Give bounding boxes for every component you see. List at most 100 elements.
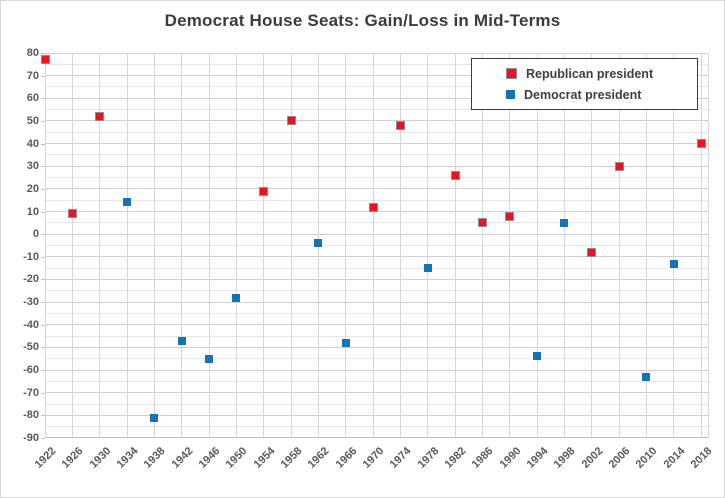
data-point-1982 — [450, 170, 460, 180]
gridline-v — [127, 53, 128, 438]
y-tick-label: -80 — [23, 409, 39, 422]
data-point-1998 — [560, 218, 569, 227]
y-tick-mark — [41, 415, 45, 417]
gridline-h-minor — [45, 381, 709, 382]
gridline-v — [673, 53, 674, 438]
gridline-h-major — [45, 75, 709, 76]
legend-item-democrat: Democrat president — [506, 88, 697, 102]
gridline-h-minor — [45, 109, 709, 110]
gridline-h-major — [45, 347, 709, 348]
gridline-h-minor — [45, 86, 709, 87]
y-tick-mark — [41, 347, 45, 349]
x-tick-label: 1966 — [333, 445, 360, 471]
gridline-h-minor — [45, 177, 709, 178]
y-tick-mark — [41, 302, 45, 304]
x-tick-label: 1954 — [251, 445, 278, 471]
y-tick-label: 0 — [32, 228, 39, 241]
gridline-h-minor — [45, 132, 709, 133]
gridline-v — [72, 53, 73, 438]
y-tick-label: -40 — [23, 318, 39, 331]
gridline-h-major — [45, 166, 709, 167]
gridline-v — [181, 53, 182, 438]
gridline-h-major — [45, 234, 709, 235]
gridline-v — [455, 53, 456, 438]
data-point-2018 — [696, 139, 706, 149]
x-tick-label: 1990 — [497, 445, 524, 471]
y-tick-mark — [41, 166, 45, 168]
gridline-h-minor — [45, 222, 709, 223]
x-tick-label: 1938 — [142, 445, 168, 471]
gridline-v — [263, 53, 264, 438]
data-point-1990 — [505, 211, 515, 221]
x-tick-label: 2014 — [661, 445, 688, 471]
y-tick-label: 60 — [26, 92, 39, 105]
gridline-v — [236, 53, 237, 438]
gridline-v — [209, 53, 210, 438]
data-point-1958 — [286, 116, 296, 126]
data-point-2010 — [642, 372, 651, 381]
data-point-1938 — [150, 413, 159, 422]
y-tick-mark — [41, 324, 45, 326]
gridline-v — [482, 53, 483, 438]
data-point-1962 — [314, 239, 323, 248]
gridline-h-major — [45, 370, 709, 371]
x-tick-label: 1942 — [169, 445, 196, 471]
gridline-h-minor — [45, 404, 709, 405]
data-point-1974 — [395, 120, 405, 130]
x-tick-label: 1982 — [442, 445, 469, 471]
y-tick-mark — [41, 234, 45, 236]
y-tick-label: 20 — [26, 182, 39, 195]
gridline-v — [45, 53, 46, 438]
y-tick-label: 70 — [26, 69, 39, 82]
y-tick-mark — [41, 370, 45, 372]
data-point-2006 — [614, 161, 624, 171]
x-tick-label: 1926 — [60, 445, 86, 471]
x-tick-label: 2006 — [606, 445, 633, 471]
x-tick-label: 1978 — [415, 445, 442, 471]
y-tick-mark — [41, 211, 45, 213]
gridline-v — [345, 53, 346, 438]
y-tick-mark — [41, 279, 45, 281]
y-tick-mark — [41, 188, 45, 190]
gridline-h-minor — [45, 313, 709, 314]
gridline-h-major — [45, 415, 709, 416]
gridline-h-major — [45, 279, 709, 280]
x-tick-label: 1998 — [552, 445, 578, 471]
gridline-v — [509, 53, 510, 438]
gridline-v — [373, 53, 374, 438]
y-tick-mark — [41, 438, 45, 439]
x-tick-label: 2018 — [688, 445, 715, 471]
legend-label-republican: Republican president — [526, 66, 654, 81]
data-point-1934 — [123, 198, 131, 207]
x-tick-label: 1970 — [360, 445, 387, 471]
gridline-v — [646, 53, 647, 438]
republican-marker-icon — [506, 68, 517, 79]
y-tick-label: -10 — [23, 250, 39, 263]
data-point-1926 — [67, 209, 77, 219]
gridline-h-major — [45, 98, 709, 99]
data-point-2002 — [587, 247, 597, 257]
y-tick-label: -50 — [23, 341, 39, 354]
gridline-h-major — [45, 143, 709, 144]
gridline-h-minor — [45, 154, 709, 155]
gridline-h-minor — [45, 290, 709, 291]
y-tick-mark — [41, 256, 45, 258]
y-tick-label: 30 — [26, 160, 39, 173]
gridline-h-minor — [45, 426, 709, 427]
y-tick-label: -20 — [23, 273, 39, 286]
gridline-h-major — [45, 211, 709, 212]
data-point-1930 — [95, 111, 105, 121]
plot-area — [40, 53, 709, 438]
x-tick-label: 1974 — [388, 445, 414, 471]
data-point-2014 — [669, 259, 678, 268]
data-point-1942 — [177, 336, 186, 345]
gridline-h-minor — [45, 268, 709, 269]
y-tick-label: 50 — [26, 114, 39, 127]
x-tick-label: 2002 — [579, 445, 606, 471]
y-tick-mark — [41, 120, 45, 122]
y-tick-label: -90 — [23, 432, 39, 444]
y-tick-mark — [41, 53, 45, 54]
x-tick-label: 1986 — [470, 445, 496, 471]
gridline-v — [701, 53, 702, 438]
gridline-h-major — [45, 392, 709, 393]
